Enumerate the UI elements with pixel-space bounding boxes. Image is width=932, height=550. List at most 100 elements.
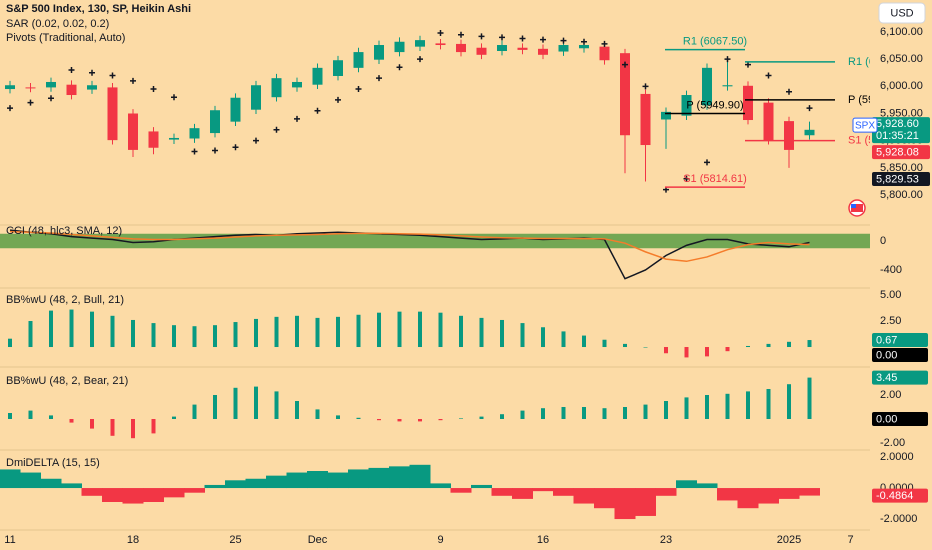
histogram-bar [602,408,607,419]
currency-button[interactable] [878,2,926,24]
countdown-label: 01:35:21 [876,130,919,142]
pivot-label: R1 (604 [848,56,887,68]
price-tag [872,145,930,160]
symbol-tag [852,117,878,133]
y-tick-label: -2.0000 [880,513,917,525]
y-tick-label: 5,800.00 [880,189,923,201]
candle-body [189,128,200,139]
sar-dot [171,94,177,101]
value-tag-label: 0.00 [876,413,897,425]
candle-body [435,43,446,46]
histogram-bar [766,389,771,419]
candle-body [538,48,548,55]
histogram-bar [582,407,586,419]
histogram-bar [725,347,730,352]
candle-body [312,67,323,85]
sar-dot [601,40,608,47]
sar-dot [150,86,157,93]
area-segment [737,488,759,509]
histogram-bar [172,416,176,419]
symbol-label: SPX [855,120,875,131]
pivot-label: R1 (6067.50) [683,36,747,48]
y-tick-label: -2.00 [880,437,905,449]
y-tick-label: 5,850.00 [880,162,923,174]
candle-body [661,111,671,120]
sar-dot [417,56,423,63]
sar-dot [540,36,546,43]
area-segment [266,475,287,489]
candle-body [681,95,692,116]
sar-dot [724,56,731,63]
sar-dot [355,86,362,93]
candle-body [333,60,343,76]
last-price-label: 5,928.60 [876,118,919,130]
sar-dot [273,126,280,133]
value-tag-label: 0.00 [876,349,897,361]
candle-body [784,121,794,150]
histogram-bar [336,316,340,348]
histogram-bar [90,419,94,429]
value-tag-label: 3.45 [876,372,897,384]
sar-dot [437,30,444,37]
value-tag [872,488,928,503]
y-tick-label: 5.00 [880,289,901,301]
area-segment [20,472,41,489]
area-segment [409,464,431,489]
histogram-bar [438,312,443,348]
candle-body [497,45,507,51]
candle-body [251,85,261,110]
histogram-bar [746,391,750,419]
histogram-bar [541,408,545,419]
sar-dot [130,77,136,84]
area-segment [286,472,308,489]
histogram-bar [233,322,238,348]
area-segment [614,488,636,520]
area-segment [430,483,451,489]
x-tick-label: 18 [127,534,139,546]
indicator-title: BB%wU (48, 2, Bull, 21) [6,294,124,306]
histogram-bar [131,419,135,439]
histogram-bar [151,419,156,434]
area-segment [717,488,738,501]
candle-body [46,81,56,88]
area-segment [553,488,574,496]
area-segment [758,488,779,504]
histogram-bar [69,309,74,348]
histogram-bar [172,325,176,348]
pivot-label: P (5949.90) [686,99,743,111]
histogram-bar [233,387,238,419]
area-segment [635,488,656,516]
sar-dot [294,115,300,122]
histogram-bar [582,335,586,348]
sar-dot [314,107,321,114]
histogram-bar [49,415,53,419]
histogram-bar [623,407,627,419]
histogram-bar [49,310,53,348]
candle-body [599,46,610,61]
indicator-title: BB%wU (48, 2, Bear, 21) [6,375,128,387]
y-tick-label: 5,950.00 [880,107,923,119]
value-tag [872,348,928,363]
histogram-bar [500,319,504,348]
x-tick-label: 2025 [777,534,801,546]
candle-body [353,52,364,68]
area-segment [368,467,390,489]
chart-title: S&P 500 Index, 130, SP, Heikin Ashi [6,3,191,15]
y-tick-label: 6,050.00 [880,53,923,65]
area-segment [184,488,205,493]
currency-label[interactable]: USD [890,7,913,19]
candle-body [271,78,282,98]
candle-body [722,85,733,87]
candle-body [230,97,241,122]
histogram-bar [602,339,607,348]
sar-dot [253,137,259,144]
histogram-bar [459,418,463,419]
price-axis: 5,800.005,850.005,900.005,950.006,000.00… [4,0,932,550]
x-tick-label: 23 [660,534,672,546]
flag-icon-stripes [851,204,863,212]
x-tick-label: 11 [4,534,15,546]
sar-dot [458,31,464,38]
sar-dot [560,37,567,44]
histogram-bar [213,395,217,419]
x-tick-label: 16 [537,534,549,546]
